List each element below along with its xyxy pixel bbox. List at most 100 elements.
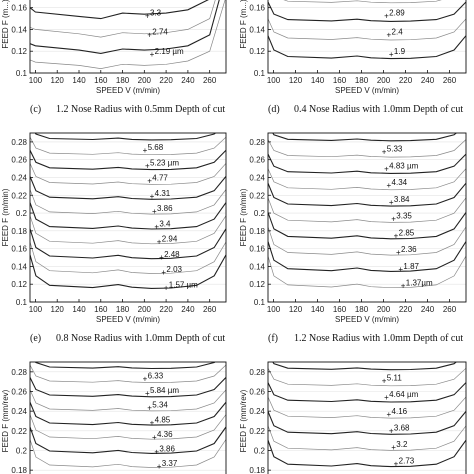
y-tick-label: 0.24 (249, 407, 265, 416)
y-tick-label: 0.16 (11, 4, 27, 13)
x-tick-label: 260 (203, 76, 217, 85)
y-tick-label: 0.24 (11, 173, 27, 182)
panel-c-1: +3.37+2.89+2.4+1.90.10.120.140.160.18100… (239, 0, 467, 95)
contour-label: 3.35 (396, 212, 412, 221)
contour-line (30, 215, 226, 245)
contour-marker: + (394, 460, 399, 469)
contour-line (30, 202, 226, 230)
y-tick-label: 0.2 (254, 209, 266, 218)
contour-label: 4.16 (392, 407, 408, 416)
y-tick-label: 0.2 (254, 447, 266, 456)
contour-line (268, 168, 466, 191)
contour-label: 6.33 (148, 372, 164, 381)
contour-marker: + (143, 0, 148, 1)
contour-line (268, 425, 466, 451)
contour-line (30, 364, 226, 383)
x-tick-label: 220 (159, 305, 173, 314)
y-tick-label: 0.12 (11, 280, 27, 289)
contour-marker: + (391, 215, 396, 224)
contour-marker: + (157, 238, 162, 247)
x-tick-label: 120 (289, 305, 303, 314)
y-tick-label: 0.26 (249, 156, 265, 165)
contour-group (268, 0, 466, 60)
x-tick-label: 260 (443, 76, 457, 85)
contour-marker: + (391, 443, 396, 452)
contour-line (30, 439, 226, 468)
contour-line (268, 411, 466, 435)
y-tick-label: 0.24 (11, 407, 27, 416)
contour-line (268, 255, 466, 289)
contour-marker: + (387, 410, 392, 419)
x-tick-label: 140 (311, 305, 325, 314)
contour-label: 1.9 (394, 47, 406, 56)
y-tick-label: 0.28 (11, 368, 27, 377)
contour-label: 3.2 (396, 440, 408, 449)
x-tick-label: 180 (116, 76, 130, 85)
x-tick-label: 220 (399, 305, 413, 314)
y-axis-label: FEED F (m...) (1, 0, 10, 49)
contour-marker: + (145, 11, 150, 20)
contour-line (268, 226, 466, 256)
contour-marker: + (147, 177, 152, 186)
y-tick-label: 0.16 (249, 245, 265, 254)
panel-frame (267, 132, 467, 303)
panel-frame (267, 0, 467, 74)
caption-e-letter: (e) (30, 333, 41, 344)
contour-line (268, 153, 466, 174)
contour-marker: + (398, 265, 403, 274)
contour-label: 3.68 (394, 423, 410, 432)
x-tick-label: 120 (51, 305, 65, 314)
contour-group (30, 133, 226, 289)
contour-marker: + (143, 146, 148, 155)
contour-marker: + (154, 447, 159, 456)
contour-line (30, 189, 226, 215)
x-tick-label: 140 (311, 76, 325, 85)
contour-label: 1.87 (403, 262, 419, 271)
x-tick-label: 160 (94, 305, 108, 314)
contour-line (34, 133, 217, 141)
x-tick-label: 160 (333, 305, 347, 314)
contour-marker: + (159, 253, 164, 262)
x-tick-label: 200 (138, 305, 152, 314)
x-tick-label: 240 (421, 76, 435, 85)
x-tick-label: 260 (443, 305, 457, 314)
contour-line (268, 35, 466, 60)
contour-label: 2.74 (152, 28, 168, 37)
contour-line (30, 377, 226, 398)
contour-line (30, 241, 226, 274)
contour-label: 3.3 (150, 8, 162, 17)
x-tick-label: 120 (51, 76, 65, 85)
y-axis-label: FEED F (mm/rev) (239, 389, 248, 452)
y-tick-label: 0.16 (11, 245, 27, 254)
contour-marker: + (401, 282, 406, 291)
contour-line (30, 254, 226, 289)
caption-c-text: 1.2 Nose Radius with 0.5mm Depth of cut (56, 104, 225, 115)
panel-frame (267, 361, 467, 474)
contour-line (30, 136, 226, 156)
contour-label: 3.4 (159, 219, 171, 228)
x-axis-label: SPEED V (m/min) (335, 86, 399, 95)
contour-label: 2.36 (401, 245, 417, 254)
contour-line (268, 241, 466, 272)
contour-marker: + (384, 164, 389, 173)
contour-marker: + (382, 377, 387, 386)
contour-marker: + (154, 222, 159, 231)
y-tick-label: 0.1 (254, 69, 266, 78)
y-tick-label: 0.1 (16, 298, 28, 307)
contour-marker: + (387, 31, 392, 40)
contour-line (268, 182, 466, 207)
x-tick-label: 100 (29, 305, 43, 314)
contour-label: 2.03 (166, 265, 182, 274)
x-axis-label: SPEED V (m/min) (335, 315, 399, 324)
y-tick-label: 0.12 (249, 47, 265, 56)
x-tick-label: 240 (181, 76, 195, 85)
x-tick-label: 200 (377, 76, 391, 85)
contour-group (268, 133, 466, 289)
contour-label: 3.84 (394, 195, 410, 204)
y-axis-label: FEED F (m/min) (1, 188, 10, 246)
contour-line (268, 382, 466, 403)
contour-line (30, 389, 226, 412)
x-tick-label: 220 (399, 76, 413, 85)
y-tick-label: 0.18 (249, 227, 265, 236)
contour-line (30, 414, 226, 440)
